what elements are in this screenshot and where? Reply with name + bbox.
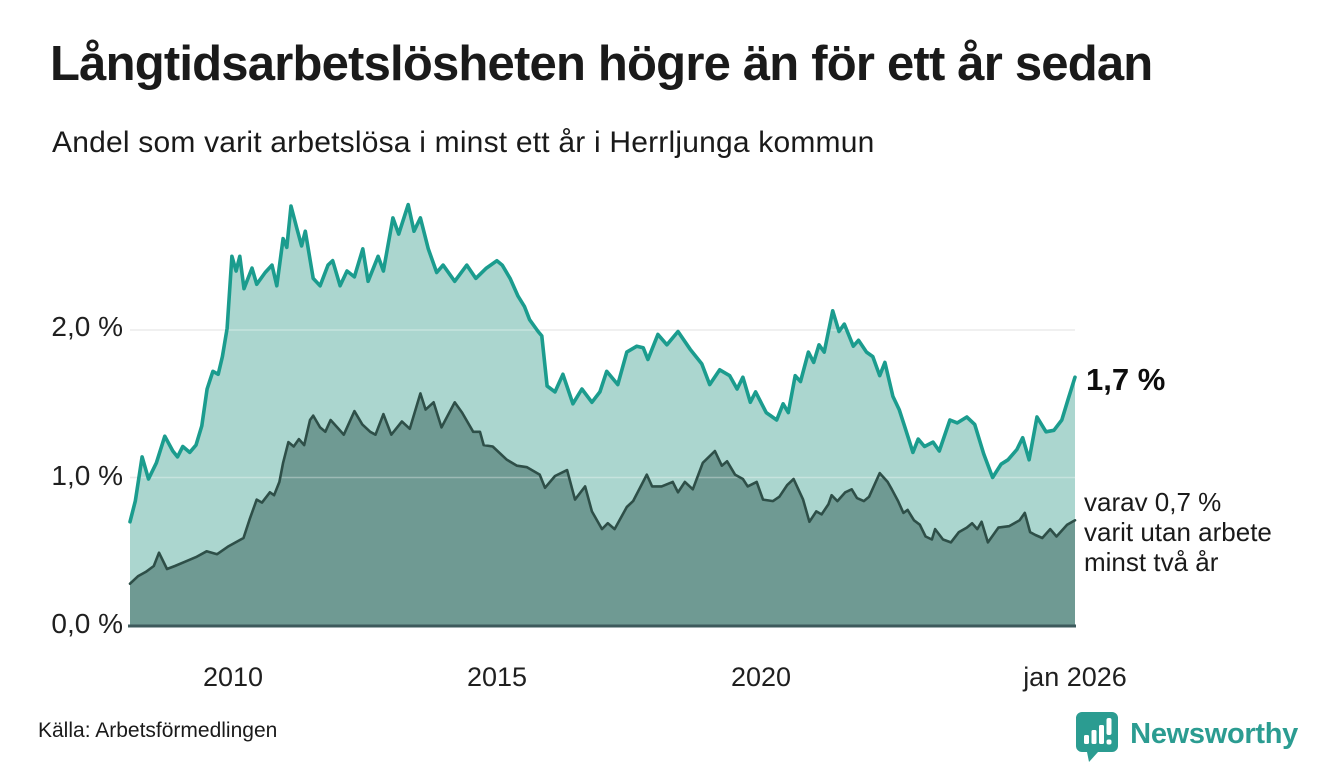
- x-tick-2015: 2015: [466, 662, 528, 692]
- area-fill-two-years: [130, 393, 1075, 625]
- latest-total-value-label: 1,7 %: [1086, 362, 1166, 397]
- y-tick-1-0: 1,0 %: [51, 460, 123, 491]
- line-total-long-term: [128, 202, 1077, 524]
- chart-subtitle: Andel som varit arbetslösa i minst ett å…: [52, 126, 875, 159]
- x-tick-2020: 2020: [730, 662, 792, 692]
- secondary-series-label: varav 0,7 % varit utan arbete minst två …: [1084, 487, 1272, 577]
- newsworthy-logo-icon: [1076, 712, 1119, 762]
- newsworthy-brand: Newsworthy: [1074, 708, 1298, 764]
- x-tick-jan-2026: jan 2026: [1023, 662, 1127, 692]
- y-tick-0-0: 0,0 %: [51, 608, 123, 639]
- x-tick-2010: 2010: [202, 662, 264, 692]
- newsworthy-brand-text: Newsworthy: [1130, 717, 1298, 750]
- y-tick-2-0: 2,0 %: [51, 311, 123, 342]
- chart-title: Långtidsarbetslösheten högre än för ett …: [50, 37, 1153, 91]
- secondary-series-label-line3: minst två år: [1084, 547, 1219, 577]
- secondary-series-label-line1: varav 0,7 %: [1084, 487, 1222, 517]
- source-credit: Källa: Arbetsförmedlingen: [38, 719, 278, 742]
- line-two-years: [128, 392, 1077, 586]
- secondary-series-label-line2: varit utan arbete: [1084, 517, 1272, 547]
